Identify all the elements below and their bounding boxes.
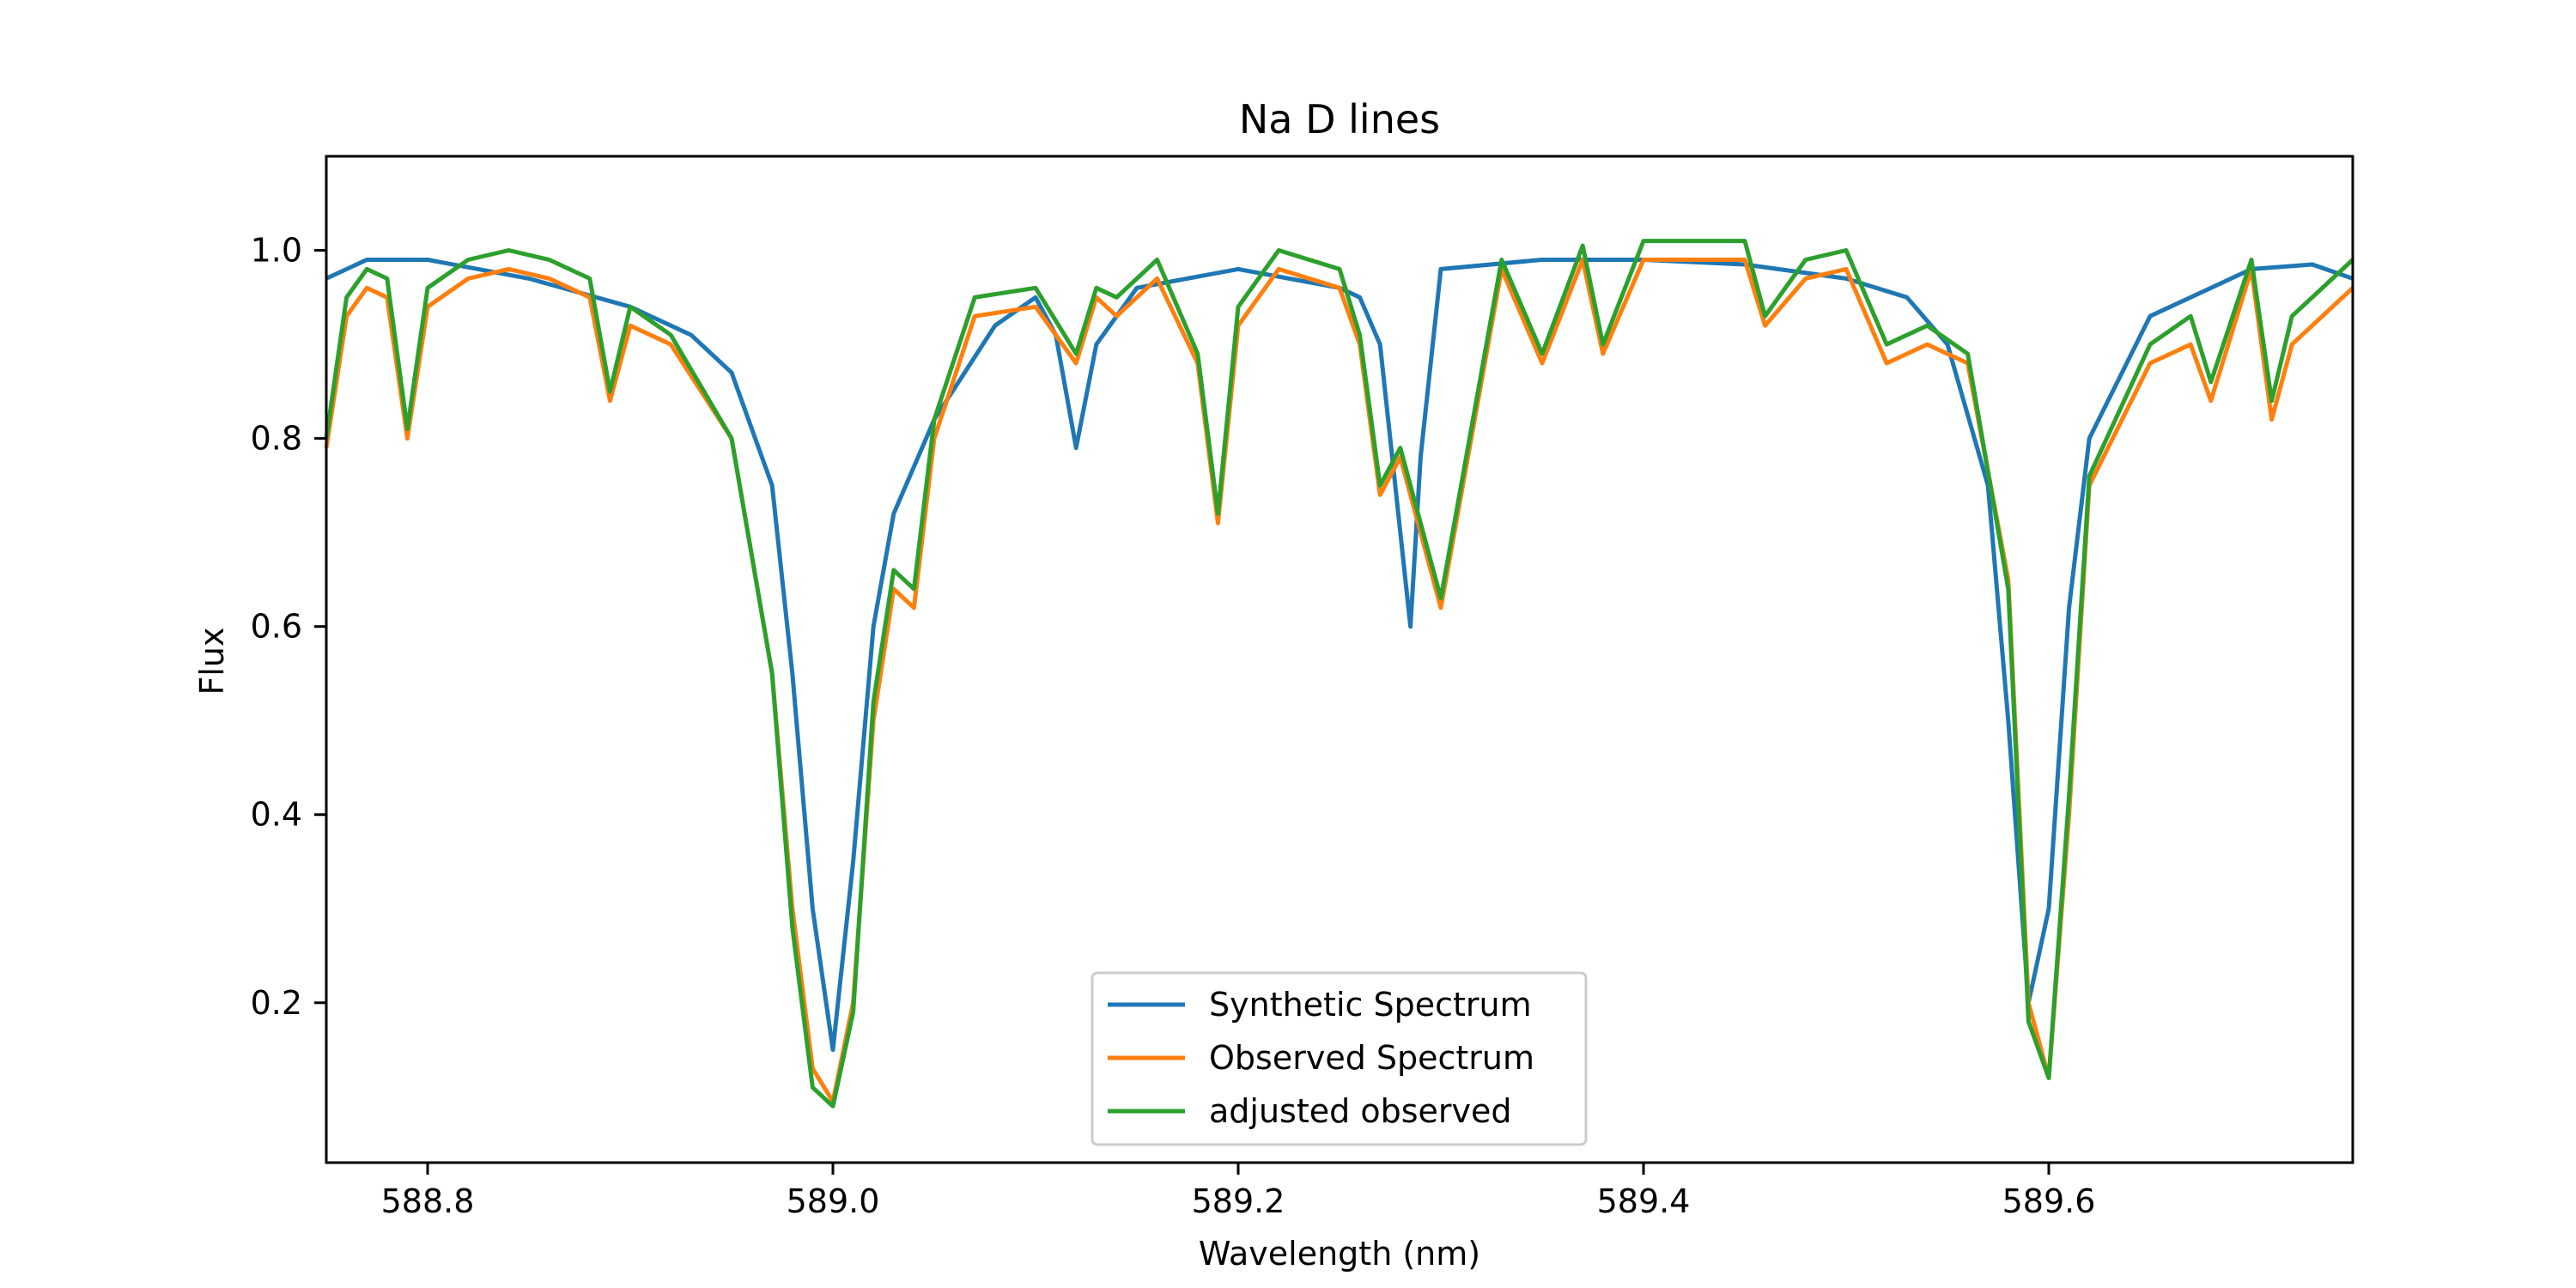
x-tick-label: 589.4 — [1597, 1182, 1691, 1220]
y-tick-label: 0.8 — [251, 420, 302, 458]
x-tick-label: 588.8 — [381, 1182, 475, 1220]
legend-box — [1091, 971, 1588, 1146]
x-tick-label: 589.0 — [787, 1182, 880, 1220]
x-axis-label: Wavelength (nm) — [1199, 1235, 1480, 1273]
y-tick-label: 0.2 — [251, 984, 302, 1022]
x-tick-label: 589.6 — [2002, 1182, 2096, 1220]
y-axis-ticks: 0.2 0.4 0.6 0.8 1.0 — [251, 232, 326, 1022]
x-axis-ticks: 588.8 589.0 589.2 589.4 589.6 — [381, 1163, 2096, 1220]
y-tick-label: 0.6 — [251, 608, 302, 646]
plot-lines — [324, 239, 2354, 1109]
legend: Synthetic Spectrum Observed Spectrum adj… — [1091, 971, 1588, 1146]
chart-title: Na D lines — [1239, 96, 1440, 143]
legend-label-adjusted: adjusted observed — [1209, 1092, 1511, 1130]
legend-label-synthetic: Synthetic Spectrum — [1209, 986, 1532, 1024]
legend-label-observed: Observed Spectrum — [1209, 1039, 1534, 1077]
y-axis-label: Flux — [193, 628, 231, 696]
y-tick-label: 1.0 — [251, 232, 302, 270]
series-line-adjusted — [324, 239, 2354, 1109]
y-tick-label: 0.4 — [251, 796, 302, 834]
plot-frame — [325, 155, 2354, 1164]
x-tick-label: 589.2 — [1192, 1182, 1285, 1220]
